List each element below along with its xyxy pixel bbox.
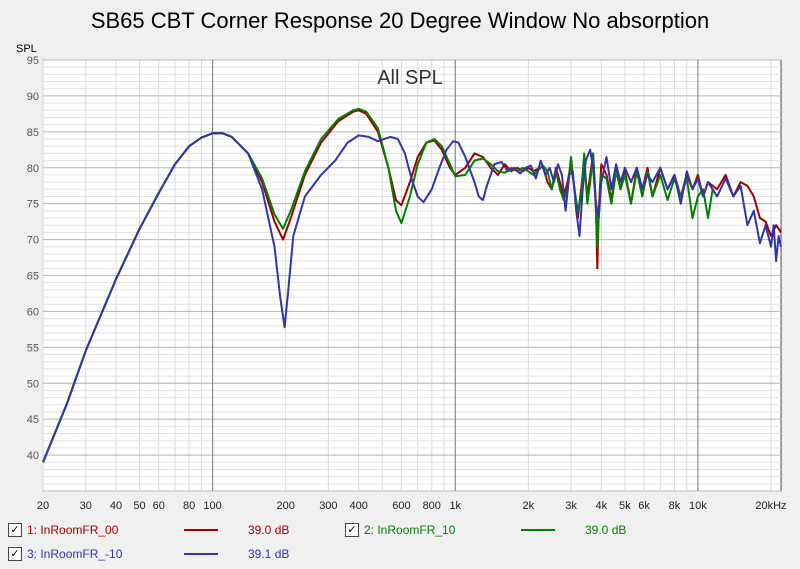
y-tick-labels: 95 90 85 80 75 70 65 60 55 50 45 40	[27, 55, 39, 462]
grid-major	[43, 59, 781, 492]
x-tick-label: 5k	[619, 500, 631, 512]
y-tick-label: 55	[27, 342, 39, 354]
legend-label-1: 1: InRoomFR_00	[27, 523, 119, 537]
x-tick-label: 600	[392, 500, 410, 512]
x-tick-label: 20	[37, 500, 49, 512]
y-tick-label: 50	[27, 378, 39, 390]
y-tick-label: 45	[27, 414, 39, 426]
legend-label-3: 3: InRoomFR_-10	[27, 547, 123, 561]
x-tick-label: 30	[80, 500, 92, 512]
y-tick-label: 60	[27, 306, 39, 318]
x-tick-label: 200	[276, 500, 294, 512]
y-tick-label: 65	[27, 271, 39, 283]
legend-swatch-2	[521, 529, 555, 531]
y-tick-label: 75	[27, 199, 39, 211]
y-tick-label: 85	[27, 127, 39, 139]
legend-item-3[interactable]: ✓ 3: InRoomFR_-10 39.1 dB	[8, 546, 348, 562]
chart-title: SB65 CBT Corner Response 20 Degree Windo…	[90, 8, 710, 33]
x-tick-label: 8k	[669, 500, 681, 512]
x-tick-label: 40	[110, 500, 122, 512]
checkbox-series-3[interactable]: ✓	[8, 547, 22, 561]
x-tick-label: 4k	[596, 500, 608, 512]
checkbox-series-2[interactable]: ✓	[345, 523, 359, 537]
legend-swatch-3	[184, 553, 218, 555]
x-tick-label: 50	[133, 500, 145, 512]
x-tick-label: 80	[183, 500, 195, 512]
y-tick-label: 80	[27, 163, 39, 175]
legend-item-1[interactable]: ✓ 1: InRoomFR_00 39.0 dB	[8, 522, 348, 538]
plot-label: All SPL	[377, 67, 443, 89]
y-tick-label: 90	[27, 91, 39, 103]
x-tick-label: 20kHz	[755, 500, 786, 512]
legend-offset-1: 39.0 dB	[248, 523, 290, 537]
x-tick-label: 10k	[689, 500, 707, 512]
x-tick-label: 400	[350, 500, 368, 512]
series-line-3	[42, 132, 782, 463]
x-tick-label: 100	[203, 500, 221, 512]
series-layer	[42, 107, 782, 463]
x-tick-label: 800	[423, 500, 441, 512]
legend-swatch-1	[184, 529, 218, 531]
legend-item-2[interactable]: ✓ 2: InRoomFR_10 39.0 dB	[345, 522, 685, 538]
x-tick-label: 300	[319, 500, 337, 512]
x-tick-label: 2k	[522, 500, 534, 512]
y-tick-label: 95	[27, 55, 39, 67]
y-axis-label: SPL	[16, 43, 37, 55]
x-tick-labels: 20 30 40 50 60 80 100 200 300 400 600 800 1k 2k 3k 4k 5k…	[37, 500, 787, 512]
legend-offset-2: 39.0 dB	[585, 523, 627, 537]
y-tick-label: 40	[27, 450, 39, 462]
x-tick-label: 6k	[638, 500, 650, 512]
legend-label-2: 2: InRoomFR_10	[364, 523, 456, 537]
x-tick-label: 1k	[449, 500, 461, 512]
checkbox-series-1[interactable]: ✓	[8, 523, 22, 537]
x-tick-label: 60	[153, 500, 165, 512]
x-tick-label: 3k	[565, 500, 577, 512]
legend-offset-3: 39.1 dB	[248, 547, 290, 561]
y-tick-label: 70	[27, 235, 39, 247]
